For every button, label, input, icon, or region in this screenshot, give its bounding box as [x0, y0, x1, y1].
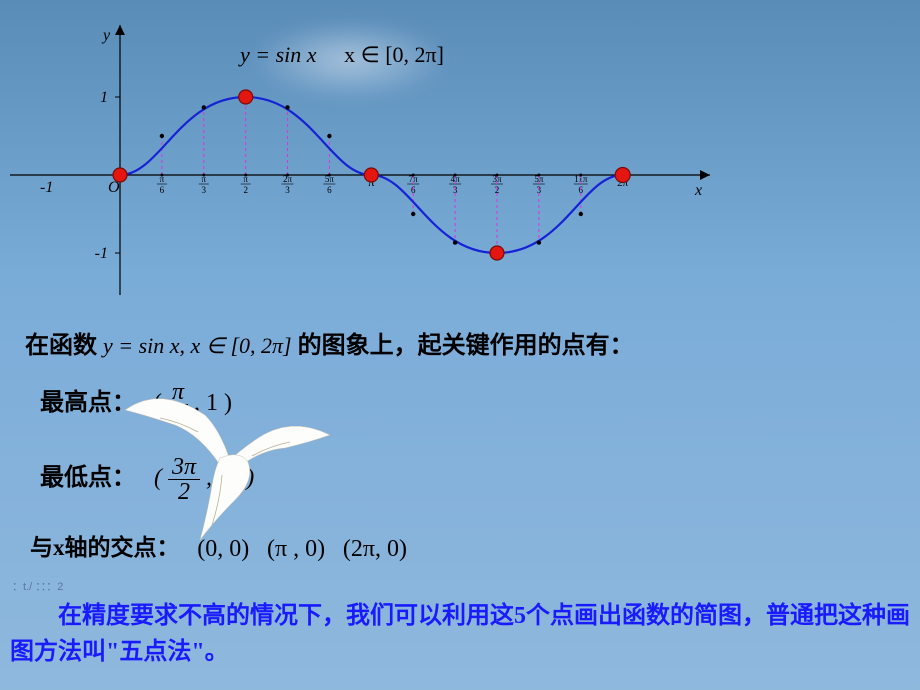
y-axis-arrow	[115, 25, 125, 35]
formula-eq: y = sin x	[240, 42, 317, 67]
svg-text:3: 3	[202, 185, 207, 195]
x-axis-label: x	[694, 182, 702, 199]
x-axis-arrow	[700, 170, 710, 180]
intro-post: 的图象上，起关键作用的点有：	[298, 333, 634, 359]
intro-line: 在函数 y = sin x, x ∈ [0, 2π] 的图象上，起关键作用的点有…	[25, 325, 634, 360]
seagull-decoration	[120, 380, 340, 550]
x-tick-labels: π6 π3 π2 2π3 5π6 π 7π6 4π3 3π2 5π3 11π6 …	[157, 174, 629, 195]
intro-pre: 在函数	[25, 333, 103, 359]
svg-text:6: 6	[160, 185, 165, 195]
chart-formula: y = sin x x ∈ [0, 2π]	[240, 42, 444, 68]
footer-note: 在精度要求不高的情况下，我们可以利用这5个点画出函数的简图，普通把这种画图方法叫…	[10, 598, 910, 670]
svg-text:3: 3	[285, 185, 290, 195]
y-axis-label: y	[101, 27, 111, 44]
ytick-neg1-label: -1	[95, 245, 108, 262]
neg-one-label: -1	[40, 179, 53, 196]
xpt3: (2π, 0)	[343, 536, 407, 563]
svg-text:6: 6	[327, 185, 332, 195]
intro-math: y = sin x, x ∈ [0, 2π]	[103, 333, 292, 358]
ytick-1-label: 1	[100, 89, 108, 106]
svg-text:2: 2	[243, 185, 248, 195]
formula-domain: x ∈ [0, 2π]	[344, 42, 444, 67]
footer-small: ：t./ ：：：2	[12, 578, 63, 594]
